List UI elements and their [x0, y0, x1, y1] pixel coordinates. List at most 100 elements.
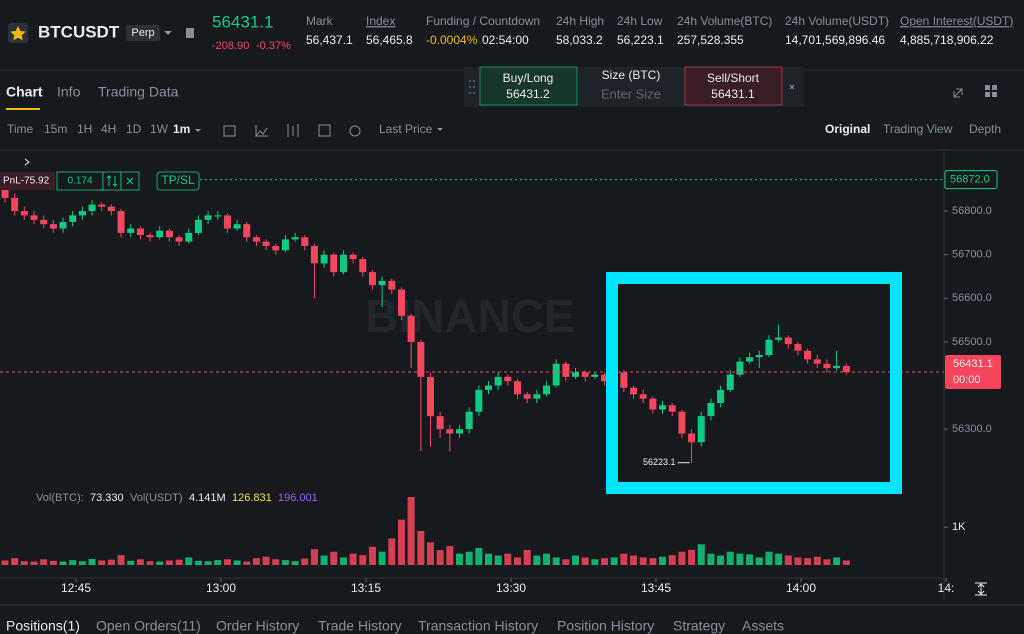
interval[interactable]: 1D — [126, 122, 142, 136]
candle-body — [581, 372, 589, 377]
volume-bar — [262, 556, 270, 565]
bottom-tab[interactable]: Positions(1) — [6, 618, 80, 634]
volume-bar — [794, 557, 802, 565]
interval[interactable]: 15m — [44, 122, 67, 136]
volume-bar — [301, 558, 309, 565]
tpsl-button[interactable] — [156, 171, 200, 191]
tool-icons — [223, 124, 361, 137]
candle-body — [146, 235, 154, 238]
y-tick-label: 56600.0 — [952, 292, 992, 304]
settings-icon[interactable] — [349, 125, 361, 137]
volume-bar — [678, 551, 686, 565]
candle-body — [11, 197, 19, 212]
volume-bar — [707, 553, 715, 565]
view-option[interactable]: Depth — [969, 122, 1001, 136]
volume-bar — [165, 560, 173, 565]
volume-bar — [485, 553, 492, 565]
symbol[interactable]: BTCUSDT — [38, 22, 120, 41]
bottom-tab[interactable]: Strategy — [673, 618, 725, 634]
x-tick-label: 14: — [938, 581, 955, 595]
volume-bar — [136, 559, 144, 565]
view-option[interactable]: Trading View — [883, 122, 953, 136]
interval[interactable]: 1H — [77, 122, 92, 136]
book-icon[interactable] — [186, 28, 194, 38]
template-icon[interactable] — [318, 124, 331, 137]
candle-body — [465, 411, 473, 430]
stat-value: 58,033.2 — [556, 33, 603, 47]
candle-type-icon[interactable] — [287, 124, 299, 137]
candle-body — [281, 239, 289, 251]
drag-handle[interactable] — [469, 80, 475, 94]
interval[interactable]: Time — [7, 122, 34, 136]
tab[interactable]: Trading Data — [98, 84, 179, 100]
volume-bar — [320, 555, 328, 565]
candle-body — [755, 355, 763, 358]
candle-body — [436, 416, 444, 430]
x-tick-label: 13:15 — [351, 581, 381, 595]
candle-body — [233, 224, 241, 229]
volume-bar — [543, 553, 551, 565]
volume-bar — [746, 554, 754, 565]
vol-value: 4.141M — [189, 492, 226, 504]
candle-body — [339, 254, 347, 273]
tab[interactable]: Info — [57, 84, 81, 100]
candle-body — [455, 429, 463, 434]
last-price-label: 56431.1 — [953, 358, 993, 370]
layout-icon[interactable] — [985, 85, 997, 97]
y-tick-label: 56800.0 — [952, 205, 992, 217]
volume-bar — [40, 559, 48, 565]
sell-button[interactable] — [684, 66, 783, 106]
volume-bar — [349, 553, 357, 565]
tab[interactable]: Chart — [6, 84, 43, 100]
volume-bar — [368, 546, 376, 565]
price-type[interactable]: Last Price — [379, 122, 433, 136]
candle-body — [127, 228, 135, 233]
volume-bar — [514, 557, 522, 565]
volume-bar — [475, 548, 483, 565]
bottom-tab[interactable]: Position History — [557, 618, 654, 634]
calendar-icon[interactable] — [223, 125, 236, 137]
dropdown-icon[interactable] — [437, 128, 443, 131]
candle-body — [388, 280, 396, 290]
interval[interactable]: 1m — [173, 122, 190, 136]
volume-bar — [146, 561, 154, 565]
indicator-icon[interactable] — [255, 125, 268, 137]
candle-body — [223, 215, 231, 229]
volume-bar — [755, 557, 763, 565]
volume-bar — [378, 551, 386, 565]
candle-body — [175, 237, 183, 242]
interval[interactable]: 1W — [150, 122, 169, 136]
size-input[interactable]: Enter Size — [601, 86, 661, 101]
stat-value: 56,437.1 — [306, 33, 353, 47]
bottom-tab[interactable]: Order History — [216, 618, 299, 634]
candle-body — [40, 219, 48, 225]
dropdown-icon[interactable] — [195, 129, 201, 132]
volume-bar — [668, 555, 676, 565]
volume-bar — [330, 551, 338, 565]
candle-body — [262, 241, 270, 246]
bottom-tab[interactable]: Assets — [742, 618, 784, 634]
candle-body — [397, 289, 405, 316]
view-option[interactable]: Original — [825, 122, 870, 136]
candle-body — [368, 272, 376, 286]
position-price: 56872.0 — [950, 174, 990, 186]
stat-label: Open Interest(USDT) — [900, 14, 1013, 28]
expand-icon[interactable] — [953, 88, 963, 98]
buy-button[interactable] — [479, 66, 578, 106]
candle-body — [252, 237, 260, 242]
bottom-tab[interactable]: Transaction History — [418, 618, 538, 634]
fit-icon[interactable] — [975, 582, 987, 596]
reverse-button[interactable] — [102, 171, 122, 191]
interval[interactable]: 4H — [101, 122, 116, 136]
volume-bar — [310, 549, 318, 565]
expand-arrow[interactable] — [24, 158, 30, 166]
candle-body — [620, 372, 628, 388]
bottom-tab[interactable]: Open Orders(11) — [96, 618, 201, 634]
volume-bar — [175, 559, 183, 565]
dropdown-icon[interactable] — [164, 31, 172, 35]
close-icon[interactable] — [789, 84, 795, 90]
candle-body — [678, 411, 686, 434]
highlight-box — [606, 272, 902, 494]
bottom-tab[interactable]: Trade History — [318, 618, 402, 634]
